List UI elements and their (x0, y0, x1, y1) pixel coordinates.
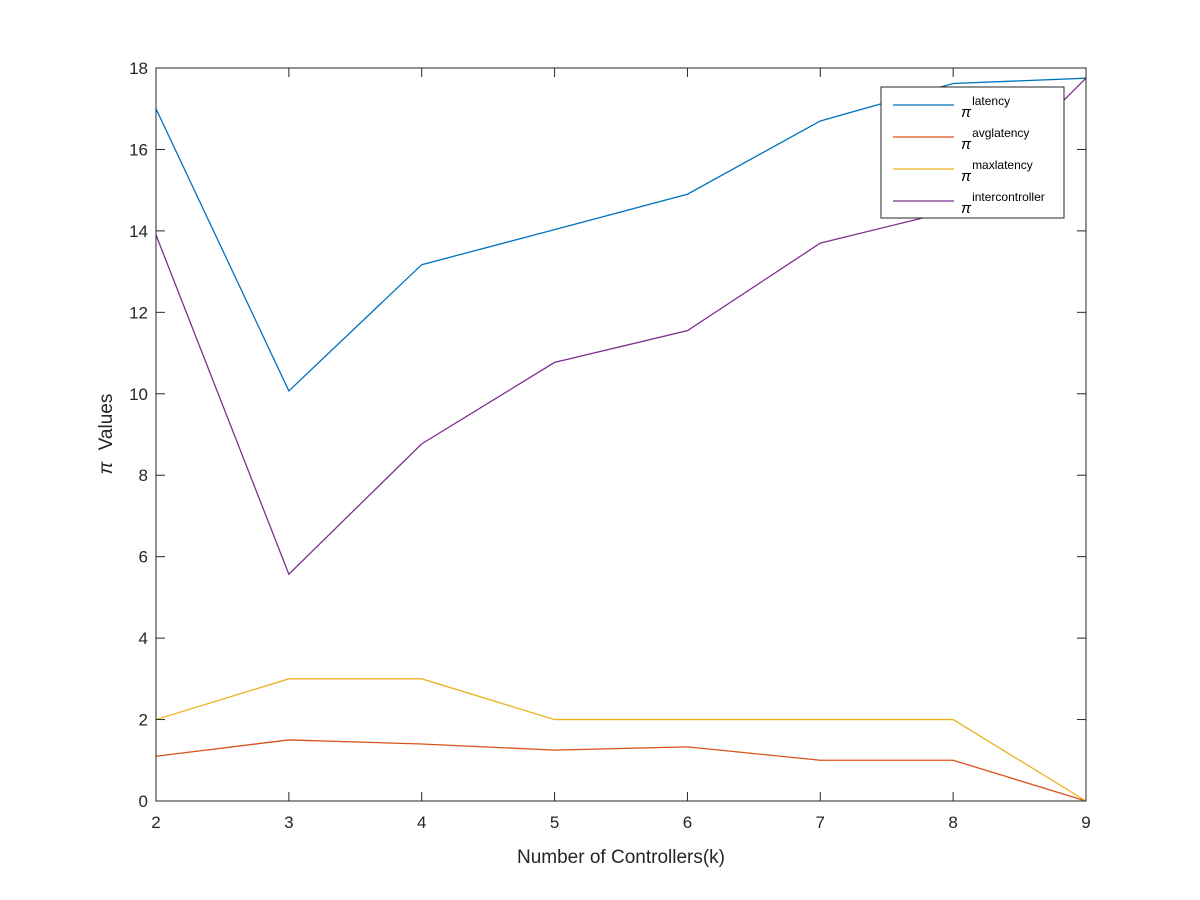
series-line-maxlatency (155, 678, 1087, 802)
legend-label-maxlatency: πmaxlatency (961, 158, 1033, 185)
y-tick-label: 10 (129, 385, 148, 404)
y-tick-label: 2 (139, 711, 148, 730)
y-axis-label-text: Values (96, 394, 117, 451)
y-tick-label: 18 (129, 59, 148, 78)
y-tick-label: 16 (129, 140, 148, 159)
series-line-avglatency (155, 739, 1087, 802)
y-tick-label: 8 (139, 466, 148, 485)
y-tick-label: 4 (139, 629, 148, 648)
legend: πlatency πavglatency πmaxlatency πintercont… (880, 86, 1065, 219)
x-tick-label: 2 (151, 813, 160, 832)
legend-box (880, 86, 1065, 219)
x-tick-label: 9 (1081, 813, 1090, 832)
x-tick-label: 5 (550, 813, 559, 832)
x-tick-label: 7 (816, 813, 825, 832)
y-tick-label: 14 (129, 222, 148, 241)
x-tick-label: 3 (284, 813, 293, 832)
axes-layer (155, 67, 1087, 802)
y-axis-label: π Values (96, 394, 117, 475)
y-tick-label: 0 (139, 792, 148, 811)
legend-label-intercontroller: πintercontroller (961, 190, 1045, 217)
x-axis-label: Number of Controllers(k) (517, 847, 725, 868)
x-tick-label: 6 (683, 813, 692, 832)
y-axis-label-symbol: π (96, 460, 117, 474)
axes-box (155, 67, 1087, 802)
legend-label-latency: πlatency (961, 94, 1010, 121)
y-tick-label: 12 (129, 303, 148, 322)
y-tick-label: 6 (139, 548, 148, 567)
legend-label-avglatency: πavglatency (961, 126, 1029, 153)
x-tick-label: 8 (948, 813, 957, 832)
x-tick-label: 4 (417, 813, 426, 832)
